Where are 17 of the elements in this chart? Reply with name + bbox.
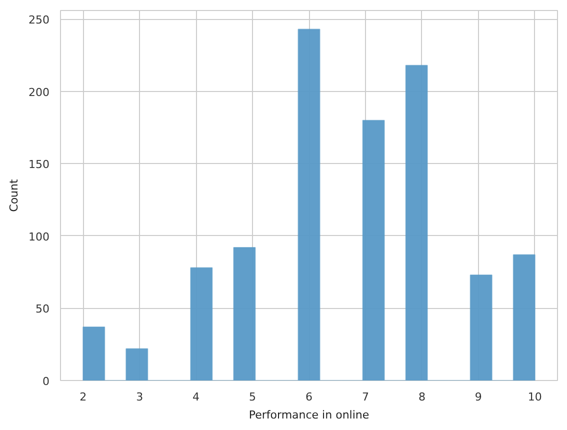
x-tick-label: 6 [306,390,312,404]
x-tick-label: 9 [474,390,482,404]
x-tick-label: 3 [136,390,144,404]
y-tick-label: 250 [28,14,50,27]
x-tick-label: 4 [192,390,200,404]
y-tick-label: 0 [42,375,50,388]
y-tick-label: 150 [28,158,50,172]
y-tick-label: 50 [36,302,50,316]
x-tick-label: 8 [418,390,426,404]
y-axis-title: Count [8,178,21,212]
x-tick-label: 5 [249,390,256,404]
x-axis-title: Performance in online [248,408,370,422]
x-tick-label: 10 [528,390,542,404]
y-tick-label: 200 [28,86,50,99]
x-tick-label: 7 [362,390,369,404]
x-tick-label: 2 [80,390,87,404]
y-tick-label: 100 [28,230,50,244]
